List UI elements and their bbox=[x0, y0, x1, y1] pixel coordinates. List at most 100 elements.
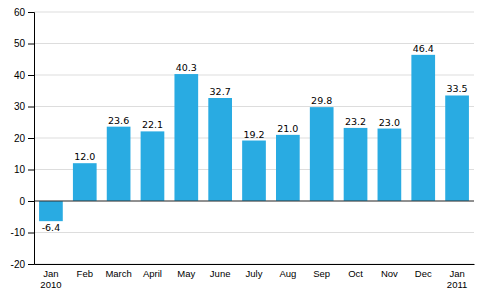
grid-line bbox=[34, 43, 474, 44]
y-tick-mark bbox=[28, 233, 34, 234]
grid bbox=[34, 12, 474, 264]
data-label: 22.1 bbox=[142, 119, 163, 130]
x-tick-label-line: Jan bbox=[449, 268, 464, 279]
bar bbox=[141, 131, 165, 201]
x-axis-line bbox=[35, 264, 475, 265]
x-tick: Feb bbox=[77, 268, 93, 279]
x-tick-label: Aug bbox=[279, 268, 296, 279]
x-tick-label: May bbox=[177, 268, 195, 279]
grid-line bbox=[34, 264, 474, 265]
x-tick-label-line: Oct bbox=[348, 268, 363, 279]
y-tick: 60 bbox=[14, 7, 34, 18]
data-label: 19.2 bbox=[243, 129, 264, 140]
x-tick-label: Dec bbox=[415, 268, 432, 279]
x-tick-label: Feb bbox=[77, 268, 93, 279]
x-tick-label: Sep bbox=[313, 268, 330, 279]
x-tick-label-line: 2010 bbox=[40, 279, 61, 290]
bar bbox=[73, 163, 97, 201]
bars bbox=[39, 55, 469, 221]
data-label: 29.8 bbox=[311, 95, 332, 106]
y-tick-mark bbox=[28, 170, 34, 171]
x-tick-label: June bbox=[210, 268, 231, 279]
bar bbox=[174, 74, 198, 201]
bar bbox=[411, 55, 435, 201]
y-tick-mark bbox=[28, 12, 34, 13]
x-tick-label-line: Feb bbox=[77, 268, 93, 279]
chart-container: -20-100102030405060Jan2010FebMarchAprilM… bbox=[0, 0, 484, 300]
y-tick: 50 bbox=[14, 38, 34, 49]
x-tick-label-line: Sep bbox=[313, 268, 330, 279]
data-label: 32.7 bbox=[210, 86, 231, 97]
x-tick: March bbox=[105, 268, 131, 279]
bar bbox=[445, 95, 469, 201]
x-tick: Sep bbox=[313, 268, 330, 279]
y-tick-mark bbox=[28, 138, 34, 139]
bar bbox=[344, 128, 368, 201]
plot: -20-100102030405060Jan2010FebMarchAprilM… bbox=[11, 7, 475, 290]
x-tick-label-line: May bbox=[177, 268, 195, 279]
y-tick: 10 bbox=[14, 164, 34, 175]
x-tick: Jan2010 bbox=[40, 268, 61, 290]
bar bbox=[310, 107, 334, 201]
data-label: 46.4 bbox=[413, 43, 434, 54]
y-tick-label: 0 bbox=[19, 196, 25, 207]
x-tick-label-line: Jan bbox=[43, 268, 58, 279]
grid-line bbox=[34, 201, 474, 202]
x-tick-label-line: Dec bbox=[415, 268, 432, 279]
data-label: 40.3 bbox=[176, 62, 197, 73]
y-tick-mark bbox=[28, 44, 34, 45]
grid-line bbox=[34, 75, 474, 76]
y-tick-label: 60 bbox=[14, 7, 26, 18]
data-label: -6.4 bbox=[42, 222, 61, 233]
y-tick-label: -20 bbox=[11, 259, 26, 270]
chart-svg: -20-100102030405060Jan2010FebMarchAprilM… bbox=[0, 0, 484, 300]
x-tick-label: April bbox=[143, 268, 162, 279]
bar bbox=[242, 141, 266, 201]
data-label: 33.5 bbox=[446, 83, 467, 94]
y-tick: 20 bbox=[14, 133, 34, 144]
x-tick-label: Jan2010 bbox=[40, 268, 61, 290]
bar bbox=[39, 201, 63, 221]
y-tick-label: 40 bbox=[14, 70, 26, 81]
x-tick-label: Nov bbox=[381, 268, 398, 279]
y-axis: -20 -10 0 10 20 30 40 50 60 bbox=[11, 7, 35, 270]
y-tick-label: 20 bbox=[14, 133, 26, 144]
x-axis: Jan2010FebMarchAprilMayJuneJulyAugSepOct… bbox=[35, 265, 475, 290]
y-tick-label: 30 bbox=[14, 101, 26, 112]
data-label: 23.6 bbox=[108, 115, 129, 126]
y-tick-mark bbox=[28, 201, 34, 202]
x-tick: April bbox=[143, 268, 162, 279]
data-label: 23.0 bbox=[379, 117, 400, 128]
grid-line bbox=[34, 12, 474, 13]
bar bbox=[107, 127, 131, 201]
data-labels: -6.412.023.622.140.332.719.221.029.823.2… bbox=[42, 43, 468, 233]
y-tick-label: -10 bbox=[11, 227, 26, 238]
y-tick: 40 bbox=[14, 70, 34, 81]
x-tick-label: July bbox=[246, 268, 263, 279]
x-tick-label-line: Nov bbox=[381, 268, 398, 279]
x-tick-label: Oct bbox=[348, 268, 363, 279]
grid-line bbox=[34, 232, 474, 233]
zero-line bbox=[34, 201, 474, 202]
x-tick: Dec bbox=[415, 268, 432, 279]
y-tick-mark bbox=[28, 107, 34, 108]
x-tick: June bbox=[210, 268, 231, 279]
data-label: 12.0 bbox=[74, 151, 95, 162]
bar bbox=[208, 98, 232, 201]
y-tick: -10 bbox=[11, 227, 34, 238]
data-label: 23.2 bbox=[345, 116, 366, 127]
x-tick: May bbox=[177, 268, 195, 279]
x-tick-label: Jan2011 bbox=[447, 268, 467, 290]
x-tick-label-line: July bbox=[246, 268, 263, 279]
y-tick: 0 bbox=[19, 196, 34, 207]
x-tick: Jan2011 bbox=[447, 268, 467, 290]
x-tick: Aug bbox=[279, 268, 296, 279]
x-tick-label: March bbox=[105, 268, 131, 279]
x-tick: Oct bbox=[348, 268, 363, 279]
y-tick-mark bbox=[28, 75, 34, 76]
y-axis-line bbox=[28, 13, 35, 265]
x-tick: July bbox=[246, 268, 263, 279]
bar bbox=[276, 135, 300, 201]
bar bbox=[378, 129, 402, 201]
y-tick-label: 50 bbox=[14, 38, 26, 49]
